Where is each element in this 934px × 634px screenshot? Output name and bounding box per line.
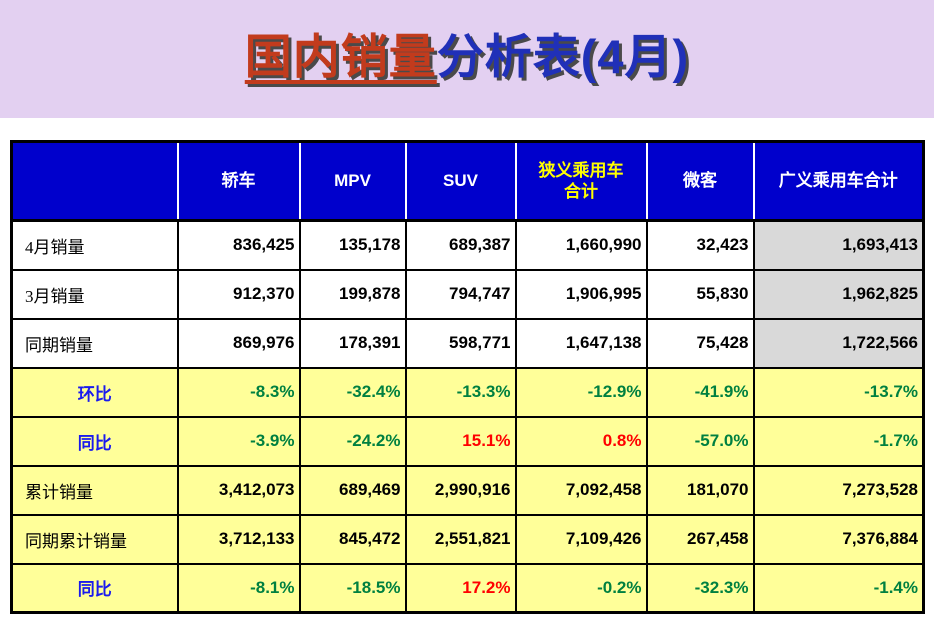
value-cell: 2,990,916 [404, 464, 517, 516]
value-cell: 7,376,884 [752, 513, 925, 565]
page-title-rest: 分析表(4月) [436, 30, 690, 83]
value-cell: 3,412,073 [176, 464, 301, 516]
table-row-yoy-change: 同比 -3.9% -24.2% 15.1% 0.8% -57.0% -1.7% [10, 415, 925, 467]
value-cell: -13.3% [404, 366, 517, 418]
value-cell: 689,469 [298, 464, 407, 516]
value-cell: 845,472 [298, 513, 407, 565]
value-cell: 912,370 [176, 268, 301, 320]
column-header-4: 狭义乘用车 合计 [515, 141, 648, 222]
value-cell: 17.2% [404, 562, 517, 614]
value-cell: 75,428 [645, 317, 755, 369]
row-label: 累计销量 [10, 464, 179, 516]
value-cell: -13.7% [752, 366, 925, 418]
value-cell: 0.8% [514, 415, 648, 467]
sales-analysis-table: 轿车 MPV SUV 狭义乘用车 合计 微客 广义乘用车合计 4月销量 836,425 135… [10, 140, 925, 614]
value-cell: 1,660,990 [514, 219, 648, 271]
value-cell: 3,712,133 [176, 513, 301, 565]
table-row-same-period-sales: 同期销量 869,976 178,391 598,771 1,647,138 75,428… [10, 317, 925, 369]
row-label: 同比 [10, 562, 179, 614]
value-cell: -41.9% [645, 366, 755, 418]
table-row-cumulative-yoy-change: 同比 -8.1% -18.5% 17.2% -0.2% -32.3% -1.4% [10, 562, 925, 614]
row-label: 同期销量 [10, 317, 179, 369]
value-cell: 7,273,528 [752, 464, 925, 516]
value-cell: -32.4% [298, 366, 407, 418]
table-panel: 轿车 MPV SUV 狭义乘用车 合计 微客 广义乘用车合计 4月销量 836,425 135… [0, 118, 934, 634]
table-row-same-period-cumulative-sales: 同期累计销量 3,712,133 845,472 2,551,821 7,109,426… [10, 513, 925, 565]
value-cell: 15.1% [404, 415, 517, 467]
value-cell: -1.7% [752, 415, 925, 467]
row-label: 3月销量 [10, 268, 179, 320]
column-header-3: SUV [405, 141, 517, 222]
value-cell: 1,962,825 [752, 268, 925, 320]
header-row: 轿车 MPV SUV 狭义乘用车 合计 微客 广义乘用车合计 [11, 141, 924, 222]
value-cell: -24.2% [298, 415, 407, 467]
value-cell: -57.0% [645, 415, 755, 467]
column-header-5: 微客 [646, 141, 755, 222]
column-header-2: MPV [299, 141, 407, 222]
value-cell: 836,425 [176, 219, 301, 271]
value-cell: -8.1% [176, 562, 301, 614]
value-cell: 7,109,426 [514, 513, 648, 565]
table-row-mom-change: 环比 -8.3% -32.4% -13.3% -12.9% -41.9% -13.7% [10, 366, 925, 418]
value-cell: 689,387 [404, 219, 517, 271]
value-cell: -3.9% [176, 415, 301, 467]
row-label: 4月销量 [10, 219, 179, 271]
value-cell: 181,070 [645, 464, 755, 516]
value-cell: -0.2% [514, 562, 648, 614]
row-label: 同期累计销量 [10, 513, 179, 565]
value-cell: -12.9% [514, 366, 648, 418]
value-cell: 32,423 [645, 219, 755, 271]
value-cell: 267,458 [645, 513, 755, 565]
value-cell: 794,747 [404, 268, 517, 320]
value-cell: 135,178 [298, 219, 407, 271]
page-title-highlight: 国内销量 [244, 30, 437, 83]
value-cell: 55,830 [645, 268, 755, 320]
column-header-0 [11, 141, 179, 222]
value-cell: 598,771 [404, 317, 517, 369]
value-cell: -8.3% [176, 366, 301, 418]
column-header-6: 广义乘用车合计 [753, 141, 924, 222]
value-cell: 2,551,821 [404, 513, 517, 565]
value-cell: 1,722,566 [752, 317, 925, 369]
row-label: 环比 [10, 366, 179, 418]
value-cell: -1.4% [752, 562, 925, 614]
table-row-april-sales: 4月销量 836,425 135,178 689,387 1,660,990 32,423… [10, 219, 925, 271]
page-title: 国内销量分析表(4月) [0, 18, 934, 87]
value-cell: 1,906,995 [514, 268, 648, 320]
value-cell: 869,976 [176, 317, 301, 369]
column-header-1: 轿车 [177, 141, 301, 222]
value-cell: -32.3% [645, 562, 755, 614]
table-row-march-sales: 3月销量 912,370 199,878 794,747 1,906,995 55,830… [10, 268, 925, 320]
table-body: 4月销量 836,425 135,178 689,387 1,660,990 32,423… [10, 219, 925, 614]
value-cell: 1,647,138 [514, 317, 648, 369]
value-cell: 7,092,458 [514, 464, 648, 516]
value-cell: -18.5% [298, 562, 407, 614]
table-row-cumulative-sales: 累计销量 3,412,073 689,469 2,990,916 7,092,458 18… [10, 464, 925, 516]
value-cell: 178,391 [298, 317, 407, 369]
value-cell: 199,878 [298, 268, 407, 320]
value-cell: 1,693,413 [752, 219, 925, 271]
row-label: 同比 [10, 415, 179, 467]
